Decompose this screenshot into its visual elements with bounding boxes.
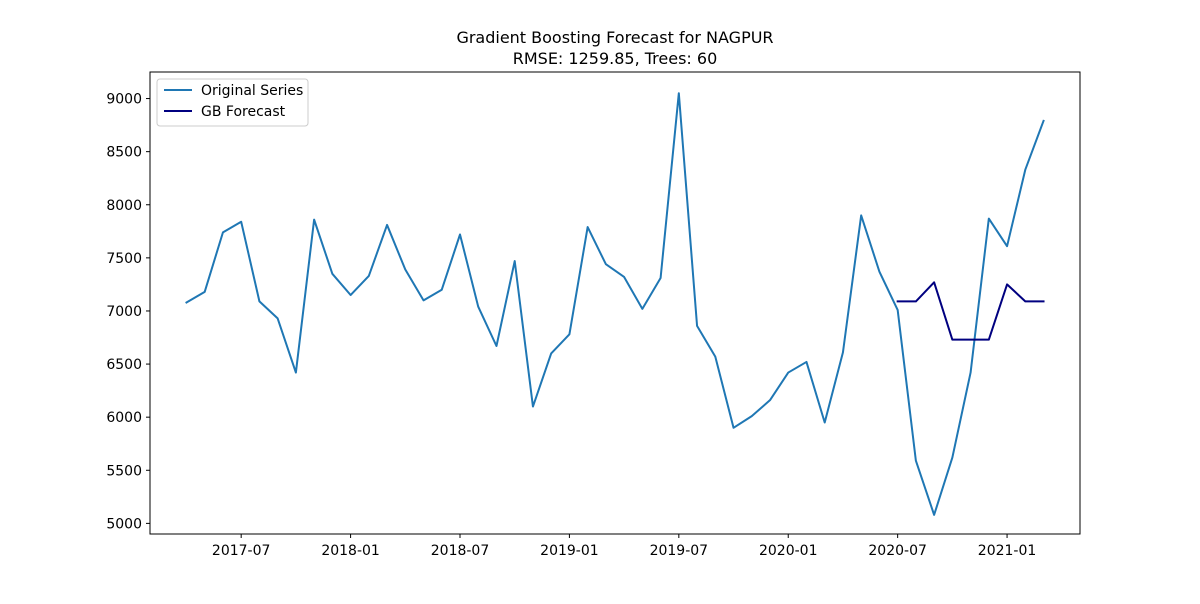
y-axis: 5000 5500 6000 6500 7000 7500 8000 8500 9000 bbox=[106, 92, 150, 532]
x-tick-label: 2020-01 bbox=[759, 543, 818, 559]
x-tick-label: 2021-01 bbox=[978, 543, 1037, 559]
x-axis: 2017-07 2018-01 2018-07 2019-01 2019-07 2020-… bbox=[212, 534, 1036, 559]
x-tick-label: 2020-07 bbox=[868, 543, 927, 559]
series-line-original-series bbox=[185, 92, 1045, 516]
chart-subtitle: RMSE: 1259.85, Trees: 60 bbox=[513, 49, 718, 68]
legend-box bbox=[156, 78, 309, 127]
y-tick-label: 7000 bbox=[106, 304, 142, 320]
plot-area bbox=[149, 71, 1081, 535]
y-tick-label: 7500 bbox=[106, 251, 142, 267]
chart-title: Gradient Boosting Forecast for NAGPUR bbox=[456, 28, 773, 47]
legend-label-original-series: Original Series bbox=[201, 83, 303, 99]
legend-label-gb-forecast: GB Forecast bbox=[201, 104, 286, 120]
y-tick-label: 5500 bbox=[106, 463, 142, 479]
y-tick-label: 5000 bbox=[106, 516, 142, 532]
x-tick-label: 2019-01 bbox=[540, 543, 599, 559]
legend: Original Series GB Forecast bbox=[156, 78, 309, 127]
y-tick-label: 9000 bbox=[106, 92, 142, 108]
y-tick-label: 8500 bbox=[106, 145, 142, 161]
x-tick-label: 2018-01 bbox=[321, 543, 380, 559]
series-layer bbox=[185, 92, 1045, 516]
x-tick-label: 2018-07 bbox=[431, 543, 490, 559]
y-tick-label: 6000 bbox=[106, 410, 142, 426]
x-tick-label: 2019-07 bbox=[650, 543, 709, 559]
x-tick-label: 2017-07 bbox=[212, 543, 271, 559]
y-tick-label: 6500 bbox=[106, 357, 142, 373]
y-tick-label: 8000 bbox=[106, 198, 142, 214]
series-line-gb-forecast bbox=[896, 281, 1045, 341]
